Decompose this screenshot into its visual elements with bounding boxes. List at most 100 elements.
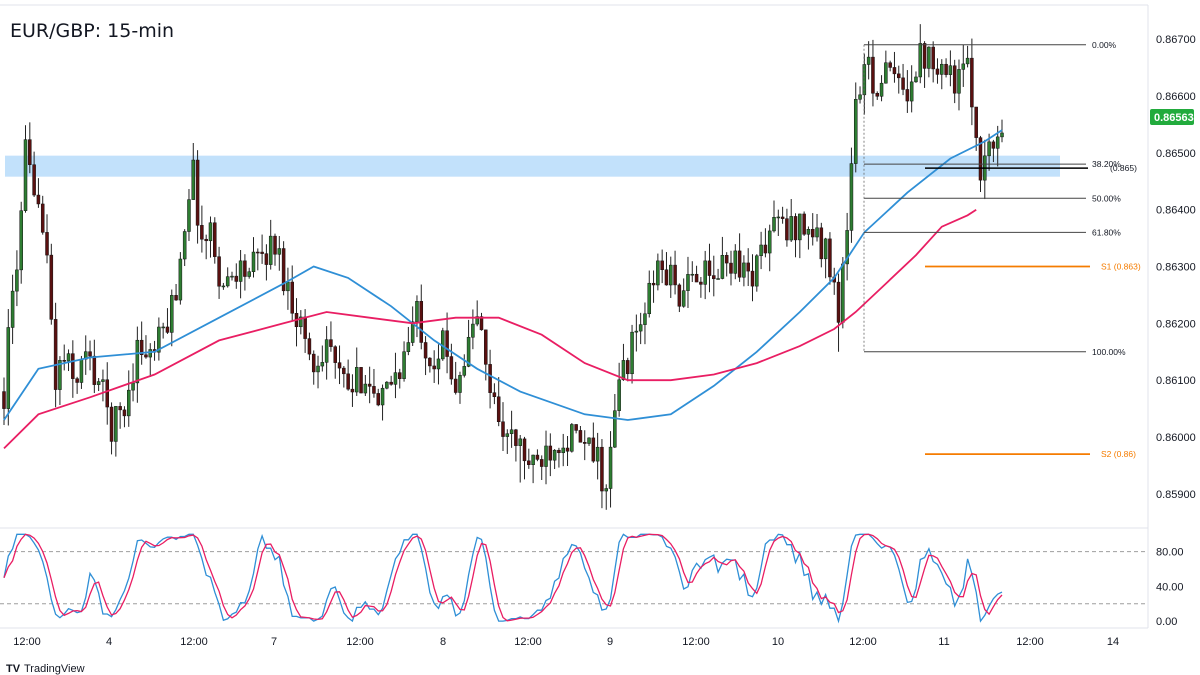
candle	[187, 189, 191, 241]
tradingview-logo-text: TradingView	[24, 663, 85, 675]
candle	[402, 341, 406, 382]
candle	[849, 147, 854, 243]
candle-body	[802, 213, 806, 235]
candle	[587, 437, 591, 446]
candle	[604, 484, 608, 510]
candle	[333, 345, 337, 379]
candle	[673, 250, 677, 295]
candle-body	[342, 367, 346, 375]
candle	[363, 374, 368, 397]
candle	[410, 306, 415, 347]
fib-level-label: 100.00%	[1092, 347, 1126, 357]
candle-body	[669, 264, 673, 286]
candle-body	[277, 248, 282, 255]
candle-body	[1000, 132, 1004, 138]
candle	[940, 59, 944, 90]
candle-body	[789, 216, 793, 241]
price-tick-label: 0.86200	[1156, 318, 1196, 330]
candle-body	[372, 386, 376, 394]
candle	[49, 243, 54, 325]
candle-body	[905, 89, 910, 102]
candle-body	[178, 258, 183, 301]
candle-body	[638, 324, 643, 332]
time-tick-label: 4	[106, 636, 112, 648]
stochastic-tick-label: 40.00	[1156, 581, 1184, 593]
candle-body	[247, 271, 251, 277]
stochastic-d-line	[3, 533, 1003, 622]
candle	[991, 139, 996, 163]
candle-body	[686, 274, 690, 291]
candle	[836, 273, 841, 352]
price-tick-label: 0.85900	[1156, 489, 1196, 501]
candle	[406, 326, 411, 356]
candle-body	[170, 295, 174, 333]
candle-body	[879, 82, 884, 97]
candle-body	[144, 354, 148, 358]
time-tick-label: 9	[607, 636, 613, 648]
candle	[144, 335, 148, 359]
support-label-2: S2 (0.86)	[1101, 449, 1136, 459]
candle	[591, 422, 596, 463]
candle-body	[539, 459, 544, 467]
candle	[729, 250, 733, 286]
candle	[484, 329, 488, 381]
candle-body	[608, 446, 613, 489]
candle	[759, 231, 763, 270]
candle	[346, 359, 350, 391]
candle-body	[664, 269, 669, 286]
stochastic-oscillator-pane: 80.00 40.00 0.00	[0, 533, 1184, 628]
candle	[892, 51, 897, 83]
candle-body	[712, 275, 716, 280]
chart-title: EUR/GBP: 15-min	[10, 20, 174, 42]
candle	[927, 46, 931, 78]
candle	[965, 45, 970, 68]
candle-body	[544, 445, 548, 467]
candle	[944, 58, 948, 78]
candle-body	[613, 410, 617, 448]
candle	[122, 406, 127, 428]
time-tick-label: 12:00	[180, 636, 208, 648]
candle	[574, 424, 578, 434]
candle-body	[940, 63, 944, 75]
candle-body	[819, 227, 824, 260]
candle-body	[987, 141, 991, 157]
candle-body	[759, 244, 763, 257]
candle-body	[823, 238, 828, 260]
candle	[819, 222, 824, 268]
candle	[66, 349, 71, 372]
price-tick-label: 0.86000	[1156, 432, 1196, 444]
candle-body	[591, 437, 596, 462]
candle	[436, 344, 441, 385]
candle-body	[595, 446, 600, 462]
candle-body	[557, 449, 561, 454]
candle-body	[273, 235, 277, 255]
time-tick-label: 12:00	[13, 636, 41, 648]
candle-body	[471, 323, 475, 338]
candle-body	[978, 137, 983, 181]
candle-body	[385, 381, 389, 389]
candle-body	[118, 406, 122, 411]
price-tick-label: 0.86500	[1156, 148, 1196, 160]
candle-body	[191, 159, 196, 200]
candle-body	[127, 389, 131, 417]
candle-body	[19, 210, 23, 271]
candle	[32, 151, 36, 197]
stochastic-tick-label: 0.00	[1156, 616, 1177, 628]
candle	[200, 205, 204, 253]
candle-body	[75, 378, 79, 383]
candle	[823, 237, 828, 279]
fib-level-label: 61.80%	[1092, 227, 1121, 237]
candle-body	[673, 264, 677, 286]
candle	[974, 106, 978, 151]
candle	[535, 449, 540, 462]
candle-body	[656, 260, 660, 286]
candle-body	[931, 46, 935, 70]
candle-body	[195, 159, 200, 226]
candle-body	[36, 194, 41, 205]
candle	[905, 70, 910, 113]
tradingview-logo[interactable]: TV TradingView	[6, 663, 85, 675]
candle-body	[423, 342, 428, 359]
ema-short-line	[3, 129, 1003, 421]
candle-body	[109, 406, 114, 442]
candle-body	[574, 424, 578, 431]
